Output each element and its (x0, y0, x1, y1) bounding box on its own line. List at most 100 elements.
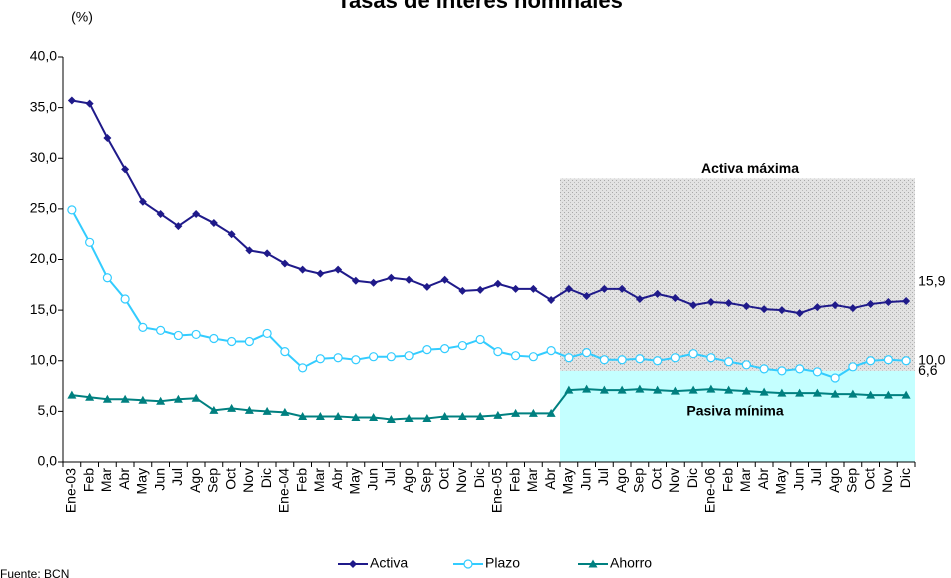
marker (369, 352, 379, 362)
x-tick-label: Feb (80, 468, 96, 492)
marker (902, 297, 911, 306)
marker (67, 205, 77, 215)
x-tick-label: Abr (116, 468, 132, 490)
marker (529, 284, 538, 293)
marker (138, 197, 147, 206)
x-tick-label: Jun (577, 468, 593, 491)
marker (511, 284, 520, 293)
marker (102, 273, 112, 283)
marker (351, 276, 360, 285)
marker (280, 407, 290, 416)
y-tick-label: 40,0 (30, 48, 57, 64)
marker (883, 390, 893, 399)
marker (404, 351, 414, 361)
marker (600, 284, 609, 293)
marker (547, 296, 556, 304)
marker (67, 96, 76, 105)
x-tick-label: Dic (471, 468, 487, 488)
marker (582, 348, 592, 358)
marker (262, 328, 272, 339)
marker (85, 237, 95, 247)
marker (724, 385, 734, 394)
marker (564, 284, 573, 293)
marker (670, 353, 680, 363)
marker (156, 209, 165, 218)
marker (386, 352, 396, 362)
marker (528, 352, 538, 362)
marker (316, 269, 325, 278)
x-tick-label: Sep (631, 468, 647, 493)
marker (689, 301, 698, 310)
region-label: Pasiva mínima (686, 403, 783, 419)
x-tick-label: May (134, 468, 150, 494)
x-tick-label: Abr (329, 468, 345, 490)
marker (635, 294, 644, 303)
marker (156, 396, 166, 405)
marker (777, 366, 787, 376)
x-tick-label: Mar (737, 468, 753, 492)
marker (653, 385, 663, 394)
x-tick-label: Feb (719, 468, 735, 492)
marker (209, 405, 219, 414)
marker (812, 367, 822, 377)
x-tick-label: Ago (187, 468, 203, 493)
marker (405, 275, 414, 284)
data-label: 10,0 (918, 351, 945, 367)
marker (617, 385, 627, 394)
shaded-region (560, 370, 915, 462)
x-tick-label: Oct (222, 468, 238, 490)
marker (463, 559, 473, 569)
legend-item: Ahorro (578, 555, 652, 571)
marker (866, 300, 875, 309)
marker (422, 345, 432, 355)
x-tick-label: Abr (542, 468, 558, 490)
x-tick-label: Jul (169, 468, 185, 486)
marker (244, 336, 254, 347)
x-tick-label: Ene-05 (489, 468, 505, 513)
x-tick-label: Jun (364, 468, 380, 491)
marker (546, 346, 556, 356)
marker (369, 412, 379, 421)
marker (742, 302, 751, 311)
marker (315, 354, 325, 364)
marker (618, 284, 627, 293)
x-tick-label: Nov (453, 468, 469, 493)
marker (617, 355, 627, 365)
marker (564, 385, 574, 394)
marker (422, 282, 431, 291)
marker (174, 222, 183, 231)
y-tick-label: 0,0 (38, 453, 58, 469)
marker (349, 560, 357, 568)
x-tick-label: Ene-06 (702, 468, 718, 513)
marker (173, 394, 183, 403)
marker (866, 356, 876, 366)
marker (280, 259, 289, 268)
marker (635, 384, 645, 393)
x-tick-label: Feb (293, 468, 309, 492)
x-tick-label: Jul (595, 468, 611, 486)
marker (812, 388, 822, 397)
marker (103, 134, 112, 142)
marker (333, 411, 343, 420)
marker (741, 360, 751, 370)
x-tick-label: Oct (648, 468, 664, 490)
marker (440, 275, 449, 284)
x-tick-label: May (347, 468, 363, 494)
x-tick-label: Mar (524, 468, 540, 492)
marker (333, 353, 343, 363)
marker (493, 279, 502, 288)
marker (741, 386, 751, 395)
marker (670, 386, 680, 395)
marker (866, 390, 876, 399)
marker (440, 344, 450, 354)
marker (298, 265, 307, 274)
x-tick-label: Nov (240, 468, 256, 493)
marker (795, 309, 804, 318)
x-tick-label: Abr (755, 468, 771, 490)
marker (120, 394, 130, 403)
x-tick-label: Ago (613, 468, 629, 493)
marker (830, 373, 840, 383)
marker (795, 364, 805, 374)
marker (795, 388, 805, 397)
marker (813, 303, 822, 312)
